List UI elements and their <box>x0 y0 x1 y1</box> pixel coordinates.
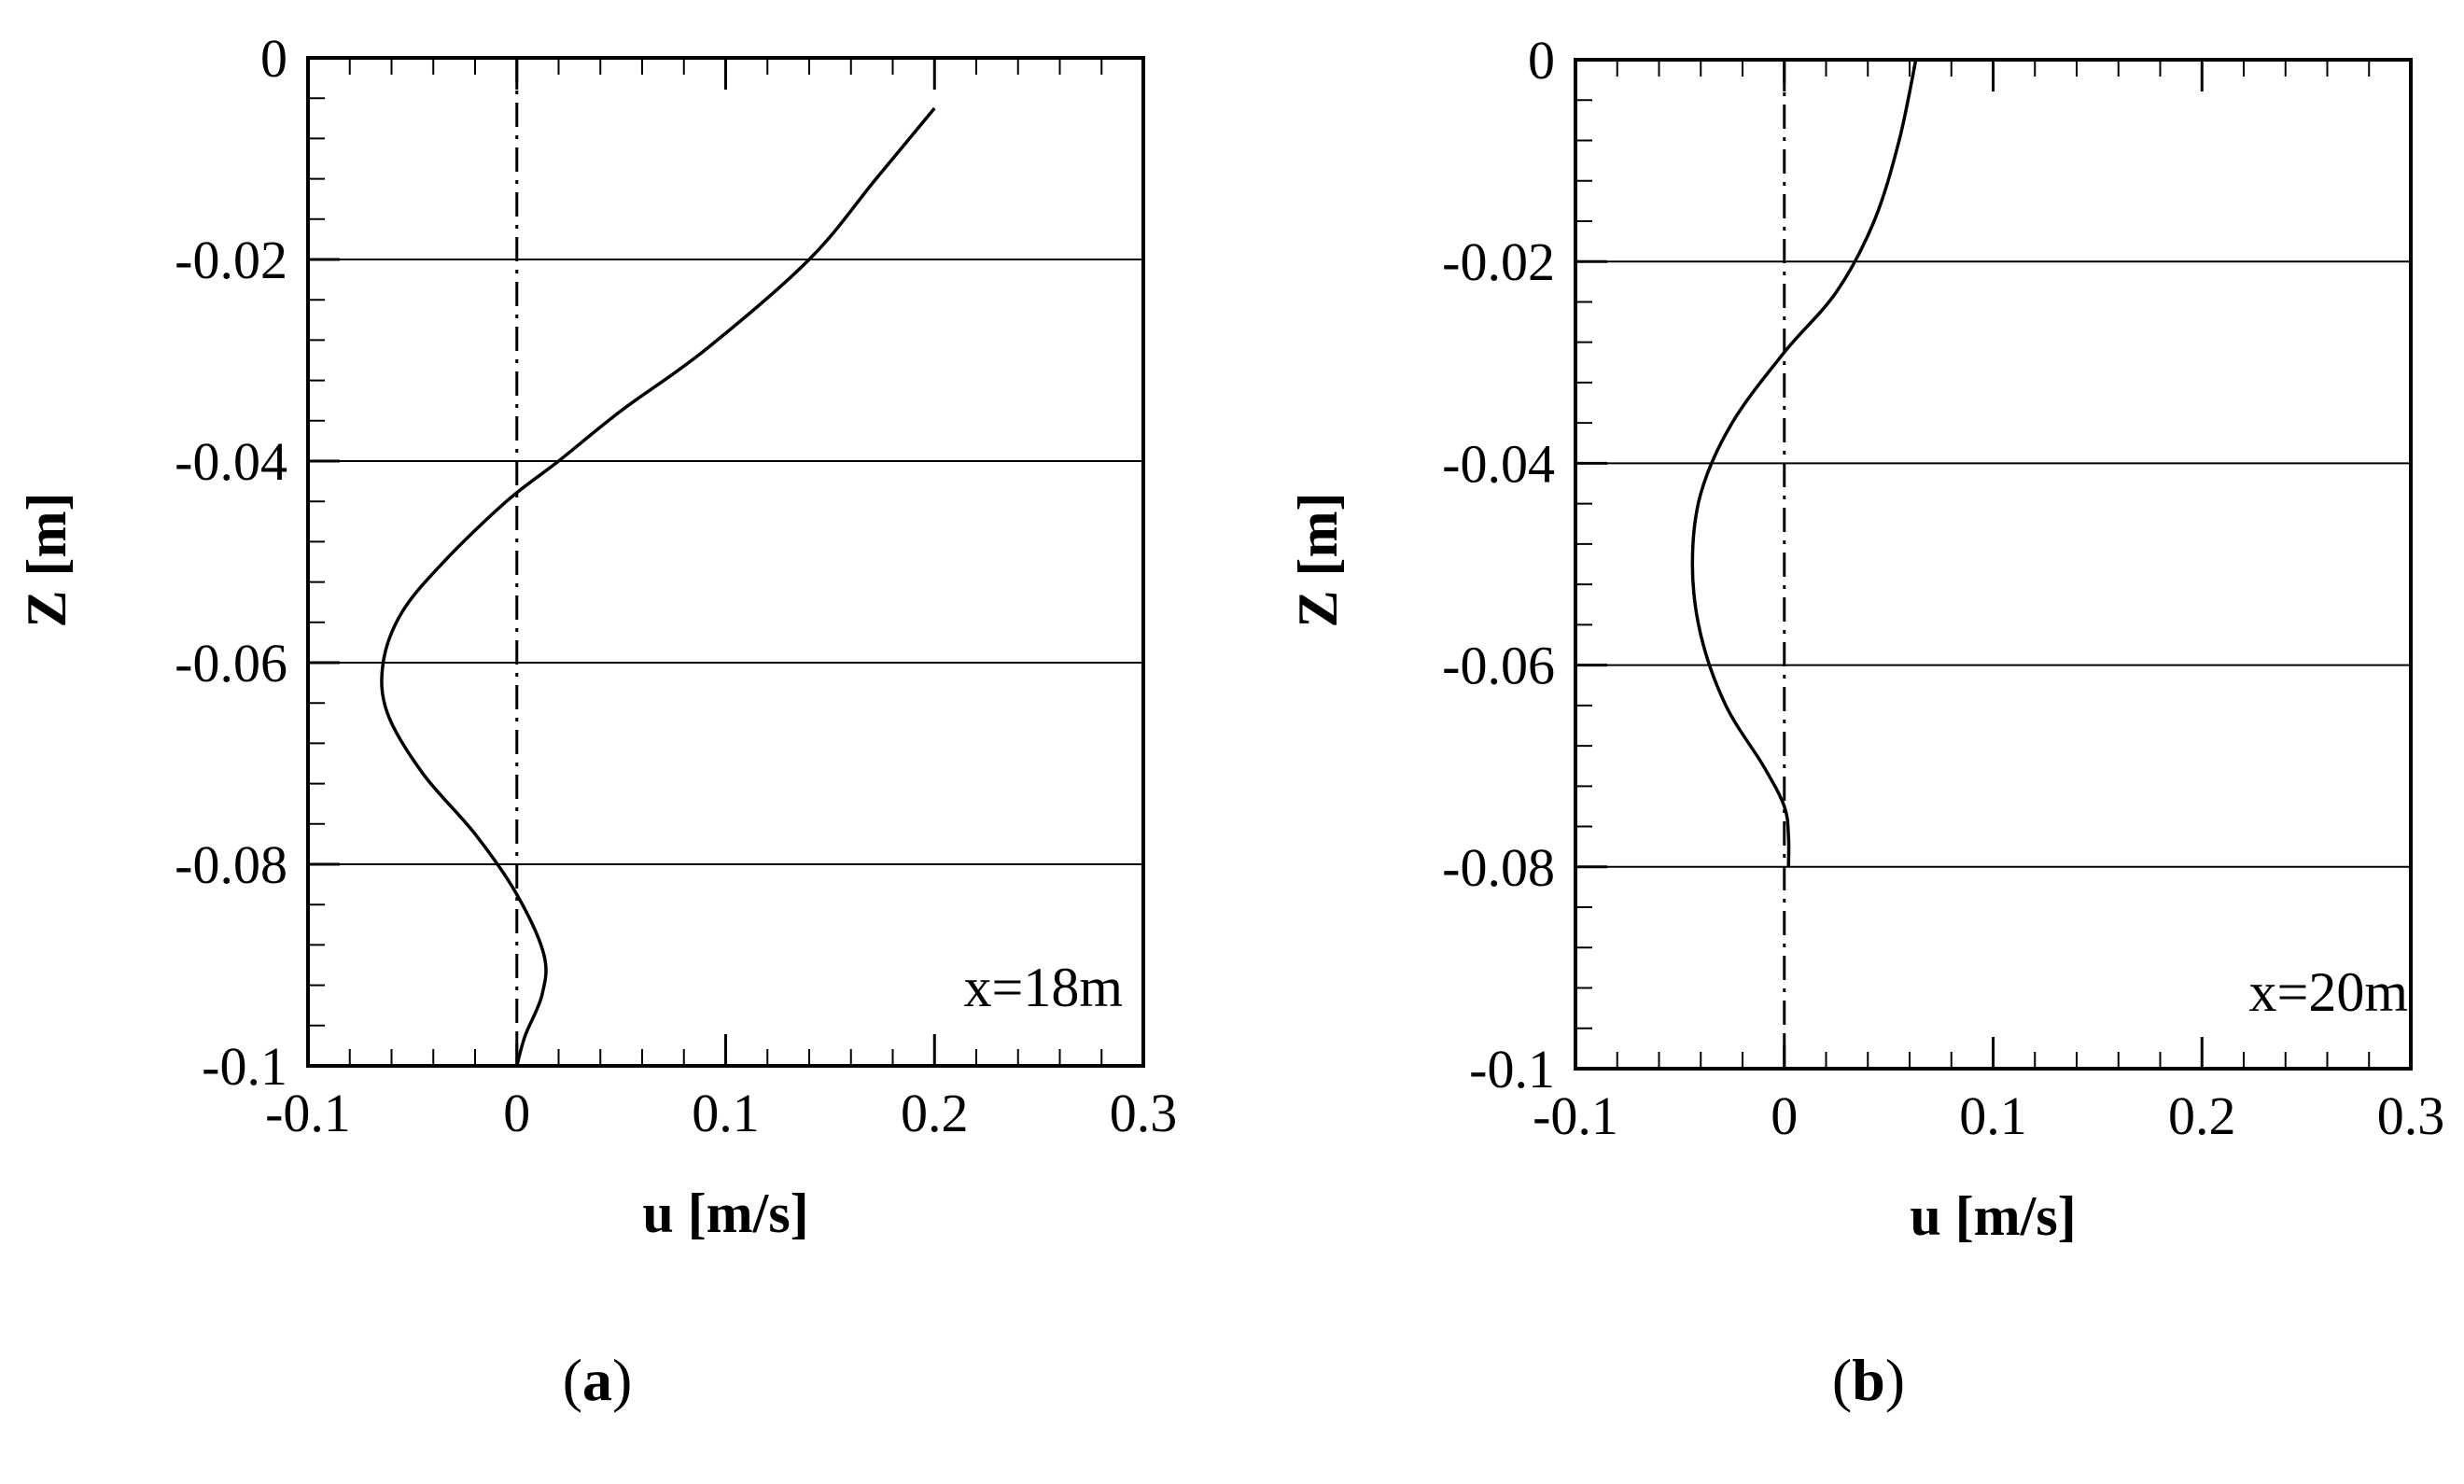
panel-a-y-axis-title: Z [m] <box>16 493 77 628</box>
panel-a-x-tick-label: 0.1 <box>692 1083 760 1143</box>
panel-a-x-axis-title: u [m/s] <box>642 1183 808 1244</box>
panel-b-x-tick-label: 0.1 <box>1959 1085 2027 1146</box>
panel-b-y-tick-label: -0.04 <box>1442 433 1555 494</box>
panel-a-y-tick-label: 0 <box>260 28 287 89</box>
panel-a-y-tick-label: -0.02 <box>175 230 287 290</box>
panel-b-y-tick-label: -0.06 <box>1442 636 1555 696</box>
panel-b-y-axis-title: Z [m] <box>1287 493 1349 628</box>
panel-b-y-tick-label: -0.1 <box>1469 1039 1555 1099</box>
panel-b-x-tick-label: 0.2 <box>2168 1085 2236 1146</box>
panel-a-series-0-line <box>380 106 936 1067</box>
panel-b-plot-frame <box>1574 58 2413 1071</box>
panel-a-y-tick-label: -0.1 <box>202 1036 287 1097</box>
panel-b-label: (b) <box>1832 1347 1905 1413</box>
panel-b-chart: -0.1 0 0.1 0.2 0.3 0 -0.02 -0.04 -0.06 -0.08 -0.1 x… <box>1287 30 2444 1413</box>
panel-b-x-tick-label: 0.3 <box>2377 1085 2445 1146</box>
panel-a-label: (a) <box>563 1347 633 1413</box>
panel-a-plot-frame <box>306 56 1145 1068</box>
panel-b-series-0-line <box>1690 59 1918 867</box>
panel-a-y-tick-label: -0.04 <box>175 431 287 492</box>
panel-b-y-tick-label: -0.02 <box>1442 231 1555 292</box>
panel-a-y-tick-label: -0.08 <box>175 834 287 895</box>
panel-b-x-tick-label: 0 <box>1771 1085 1798 1146</box>
panel-a-x-tick-label: 0.2 <box>901 1083 969 1143</box>
panel-a-x-tick-label: 0 <box>503 1083 530 1143</box>
panel-a-chart: -0.1 0 0.1 0.2 0.3 0 -0.02 -0.04 -0.06 -0.08 -0.1 x… <box>16 28 1177 1413</box>
panel-b-annotation: x=20m <box>2248 961 2408 1023</box>
panel-a-y-tick-label: -0.06 <box>175 633 287 693</box>
panel-b-x-tick-label: -0.1 <box>1533 1085 1618 1146</box>
panel-a-x-tick-label: 0.3 <box>1110 1083 1178 1143</box>
panel-a-annotation: x=18m <box>963 957 1123 1018</box>
panel-a-x-tick-label: -0.1 <box>265 1083 351 1143</box>
panel-b-y-tick-label: 0 <box>1528 30 1555 91</box>
panel-b-x-axis-title: u [m/s] <box>1910 1185 2076 1247</box>
panel-b-y-tick-label: -0.08 <box>1442 837 1555 898</box>
